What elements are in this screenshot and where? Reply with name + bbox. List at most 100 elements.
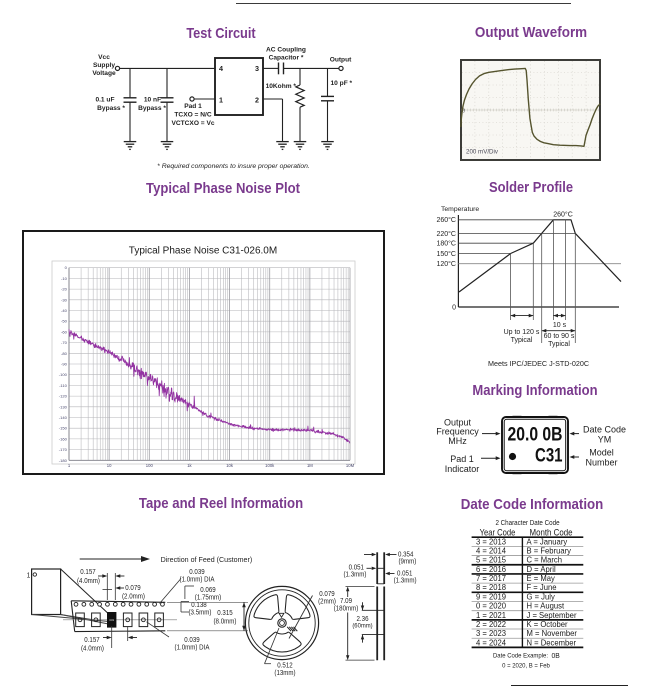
svg-text:Bypass *: Bypass * [138, 105, 166, 112]
svg-text:N = December: N = December [527, 637, 577, 647]
svg-text:Up to 120 s: Up to 120 s [504, 329, 540, 336]
svg-text:Direction of Feed (Customer): Direction of Feed (Customer) [161, 556, 253, 564]
svg-text:(1.75mm): (1.75mm) [195, 595, 221, 602]
svg-text:YM: YM [598, 434, 612, 444]
svg-text:(4.0mm): (4.0mm) [77, 578, 100, 585]
svg-text:Number: Number [585, 457, 617, 467]
svg-text:Month Code: Month Code [530, 527, 573, 537]
svg-text:(180mm): (180mm) [334, 605, 359, 612]
svg-text:Output: Output [330, 57, 352, 64]
svg-text:(4.0mm): (4.0mm) [81, 646, 104, 653]
svg-text:10M: 10M [346, 463, 355, 468]
svg-text:VCTCXO = Vc: VCTCXO = Vc [171, 120, 214, 127]
svg-text:3 = 2013: 3 = 2013 [476, 536, 506, 546]
svg-text:(1.0mm) DIA: (1.0mm) DIA [180, 577, 215, 584]
svg-text:6 = 2016: 6 = 2016 [476, 564, 506, 574]
svg-text:Temperature: Temperature [441, 206, 479, 213]
svg-text:(3.5mm): (3.5mm) [189, 610, 212, 617]
svg-text:8 = 2018: 8 = 2018 [476, 582, 506, 592]
svg-text:-10: -10 [61, 276, 68, 281]
svg-text:AC Coupling: AC Coupling [266, 47, 306, 54]
svg-text:0.354: 0.354 [398, 551, 413, 558]
svg-text:-40: -40 [61, 308, 68, 313]
svg-text:3 = 2023: 3 = 2023 [476, 628, 506, 638]
svg-text:(2.0mm): (2.0mm) [122, 594, 145, 601]
svg-text:-110: -110 [59, 383, 67, 388]
svg-text:(1.0mm) DIA: (1.0mm) DIA [175, 645, 210, 652]
svg-text:220°C: 220°C [436, 230, 456, 238]
svg-text:G = July: G = July [527, 591, 556, 601]
svg-text:100: 100 [146, 463, 154, 468]
svg-text:0: 0 [452, 305, 456, 312]
svg-text:0.069: 0.069 [200, 587, 215, 594]
svg-text:260°C: 260°C [553, 211, 573, 219]
svg-text:0B: 0B [552, 651, 560, 660]
svg-text:-180: -180 [59, 458, 68, 463]
svg-text:Indicator: Indicator [445, 464, 480, 474]
svg-text:2 Character Date Code: 2 Character Date Code [495, 520, 559, 527]
svg-text:Frequency: Frequency [436, 427, 479, 437]
svg-text:-90: -90 [61, 362, 68, 367]
svg-text:Pad 1: Pad 1 [184, 103, 202, 110]
svg-text:4 = 2014: 4 = 2014 [476, 545, 506, 555]
svg-text:TCXO = N/C: TCXO = N/C [174, 112, 211, 119]
svg-text:Vcc: Vcc [98, 54, 110, 61]
svg-text:Date Code Example:: Date Code Example: [493, 652, 548, 659]
svg-text:E = May: E = May [527, 573, 556, 583]
svg-text:0.051: 0.051 [397, 571, 412, 578]
svg-text:1: 1 [27, 571, 31, 580]
svg-text:9 = 2019: 9 = 2019 [476, 591, 506, 601]
svg-text:180°C: 180°C [436, 240, 456, 248]
svg-text:100k: 100k [265, 463, 275, 468]
svg-text:10 s: 10 s [553, 322, 567, 329]
svg-text:Supply: Supply [93, 62, 115, 69]
svg-text:20.0 0B: 20.0 0B [508, 424, 563, 446]
svg-text:A = January: A = January [527, 536, 568, 546]
svg-text:-30: -30 [61, 297, 68, 302]
svg-text:0.157: 0.157 [84, 637, 99, 644]
svg-text:5 = 2015: 5 = 2015 [476, 555, 506, 565]
svg-text:0.1 uF: 0.1 uF [95, 97, 114, 104]
svg-text:(8.0mm): (8.0mm) [214, 619, 237, 626]
svg-text:-100: -100 [59, 372, 68, 377]
svg-text:0: 0 [65, 265, 68, 270]
svg-text:C31: C31 [535, 445, 563, 467]
svg-text:7.09: 7.09 [340, 598, 352, 605]
svg-text:-140: -140 [59, 415, 68, 420]
svg-text:0.079: 0.079 [125, 585, 140, 592]
svg-text:Bypass *: Bypass * [97, 105, 125, 112]
svg-text:0.157: 0.157 [80, 569, 95, 576]
svg-text:-80: -80 [61, 351, 68, 356]
svg-text:10 pF *: 10 pF * [331, 80, 353, 87]
svg-text:Output: Output [444, 417, 472, 427]
svg-text:0.051: 0.051 [349, 564, 364, 571]
svg-text:F = June: F = June [527, 582, 557, 592]
svg-text:0.138: 0.138 [191, 602, 206, 609]
svg-text:7 = 2017: 7 = 2017 [476, 573, 506, 583]
svg-text:J = September: J = September [527, 610, 577, 620]
svg-text:(13mm): (13mm) [274, 670, 295, 677]
svg-text:Typical Phase Noise C31-026.0M: Typical Phase Noise C31-026.0M [129, 246, 277, 257]
svg-text:-50: -50 [61, 319, 68, 324]
svg-text:0 = 2020, B = Feb: 0 = 2020, B = Feb [502, 663, 550, 670]
svg-text:150°C: 150°C [436, 250, 456, 258]
svg-text:10: 10 [107, 463, 112, 468]
svg-text:1M: 1M [307, 463, 313, 468]
svg-text:Voltage: Voltage [92, 70, 116, 77]
svg-text:C31: C31 [109, 618, 114, 622]
svg-text:120°C: 120°C [436, 260, 456, 268]
svg-text:4 = 2024: 4 = 2024 [476, 637, 506, 647]
svg-text:Year Code: Year Code [480, 527, 516, 537]
svg-text:-160: -160 [59, 436, 68, 441]
svg-text:4: 4 [219, 64, 223, 73]
svg-text:1: 1 [219, 96, 223, 105]
svg-text:B = February: B = February [527, 545, 572, 555]
svg-text:-60: -60 [61, 329, 68, 334]
svg-text:(1.3mm): (1.3mm) [344, 572, 367, 579]
svg-text:-130: -130 [59, 404, 68, 409]
svg-text:K = October: K = October [527, 619, 568, 629]
svg-text:200 mV/Div: 200 mV/Div [466, 149, 499, 156]
svg-text:2 = 2022: 2 = 2022 [476, 619, 506, 629]
svg-text:-170: -170 [59, 447, 68, 452]
svg-text:Date Code: Date Code [583, 424, 626, 434]
